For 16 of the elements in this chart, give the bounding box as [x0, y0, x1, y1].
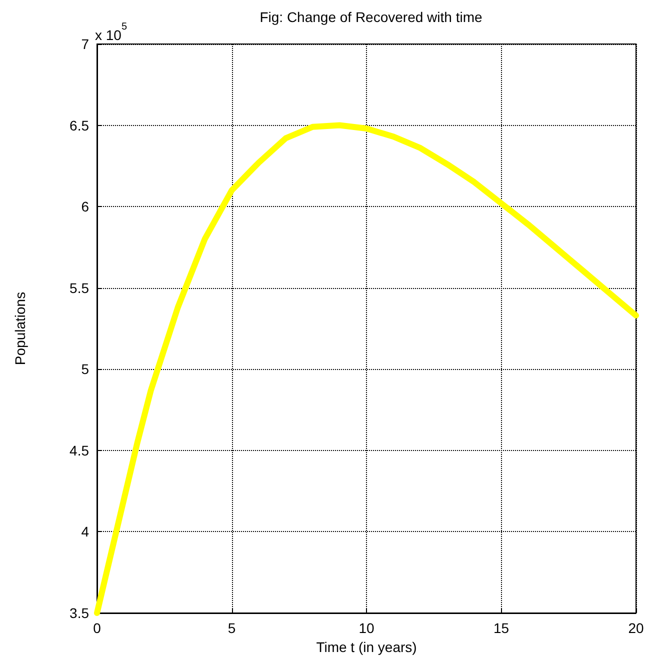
x-axis-title: Time t (in years): [316, 638, 417, 655]
x-tick-label: 0: [93, 620, 102, 636]
x-tick-label: 20: [628, 620, 644, 636]
x-tick-label: 5: [228, 620, 236, 636]
y-tick-label: 5: [81, 361, 90, 378]
x-tick-label: 10: [358, 620, 374, 636]
y-tick-label: 5.5: [70, 280, 90, 296]
y-tick-label: 4: [81, 524, 90, 540]
y-tick-label: 3.5: [70, 605, 90, 621]
y-tick-label: 6.5: [70, 117, 90, 134]
x-tick-label: 15: [493, 620, 510, 636]
y-axis-title: Populations: [12, 292, 28, 366]
y-tick-label: 4.5: [70, 442, 90, 458]
y-tick-label: 7: [81, 36, 90, 52]
chart-title: Fig: Change of Recovered with time: [260, 9, 482, 25]
y-tick-label: 6: [81, 198, 90, 215]
